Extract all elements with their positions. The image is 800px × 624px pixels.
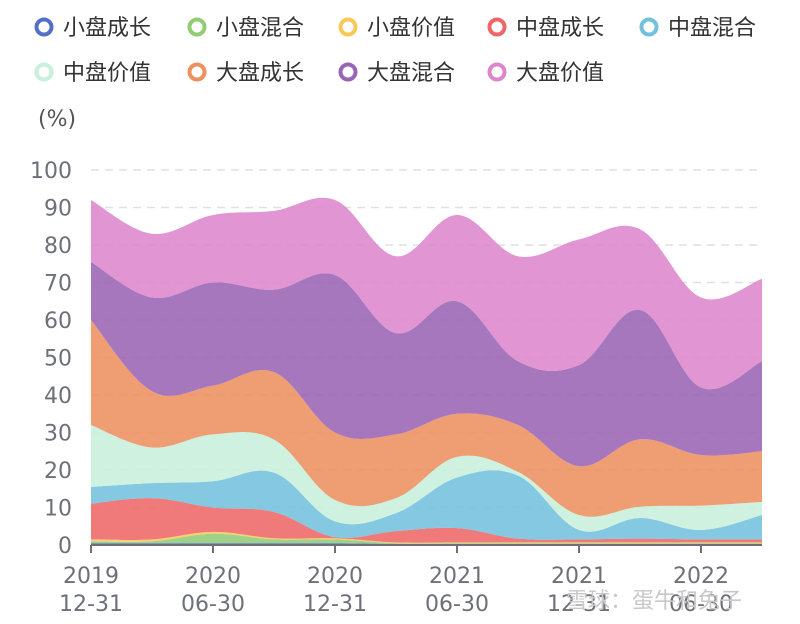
area-series-group (91, 197, 762, 545)
legend-label: 大盘成长 (216, 61, 304, 86)
x-tick-label: 2019 (63, 564, 119, 589)
y-tick-label: 80 (44, 234, 72, 259)
legend-item[interactable]: 中盘混合 (639, 16, 757, 41)
legend-label: 中盘混合 (668, 16, 756, 41)
y-tick-label: 90 (44, 197, 72, 222)
y-tick-label: 70 (44, 272, 72, 297)
legend-marker-icon (639, 17, 659, 37)
legend-marker-icon (187, 62, 207, 82)
legend-item[interactable]: 小盘混合 (187, 16, 305, 41)
legend-item[interactable]: 大盘价值 (487, 61, 605, 86)
y-tick-label: 20 (44, 459, 72, 484)
legend-marker-icon (338, 62, 358, 82)
area-series[interactable] (91, 261, 762, 467)
x-tick-label: 2020 (185, 564, 241, 589)
legend-marker-icon (187, 17, 207, 37)
x-tick-label: 2021 (429, 564, 485, 589)
legend-item[interactable]: 大盘混合 (338, 61, 456, 86)
y-axis-unit: (%) (38, 107, 76, 132)
x-tick-label: 12-31 (59, 592, 123, 617)
x-tick-label: 12-31 (303, 592, 367, 617)
y-tick-label: 10 (44, 497, 72, 522)
legend-label: 大盘混合 (367, 61, 455, 86)
y-tick-label: 30 (44, 422, 72, 447)
legend-item[interactable]: 大盘成长 (187, 61, 305, 86)
legend-marker-icon (487, 17, 507, 37)
area-series[interactable] (91, 197, 762, 390)
area-series[interactable] (91, 498, 762, 543)
y-tick-label: 60 (44, 309, 72, 334)
legend-label: 小盘价值 (367, 16, 455, 41)
x-tick-label: 06-30 (669, 592, 733, 617)
y-tick-label: 100 (30, 159, 72, 184)
y-tick-label: 40 (44, 384, 72, 409)
legend-marker-icon (338, 17, 358, 37)
area-series[interactable] (91, 320, 762, 517)
legend-marker-icon (487, 62, 507, 82)
legend-label: 小盘混合 (216, 16, 304, 41)
legend-item[interactable]: 中盘成长 (487, 16, 605, 41)
y-tick-label: 0 (58, 534, 72, 559)
legend-label: 大盘价值 (516, 61, 604, 86)
x-tick-label: 2020 (307, 564, 363, 589)
legend-label: 小盘成长 (63, 16, 151, 41)
x-tick-label: 06-30 (181, 592, 245, 617)
watermark-text: 雪球：蛋牛和兔子 (566, 589, 742, 614)
legend-marker-icon (34, 62, 54, 82)
y-tick-label: 50 (44, 347, 72, 372)
x-tick-label: 2022 (673, 564, 729, 589)
legend-item[interactable]: 中盘价值 (34, 61, 152, 86)
x-tick-label: 12-31 (547, 592, 611, 617)
legend-marker-icon (34, 17, 54, 37)
area-series[interactable] (91, 533, 762, 544)
legend-label: 中盘成长 (516, 16, 604, 41)
area-series[interactable] (91, 470, 762, 540)
legend-item[interactable]: 小盘成长 (34, 16, 152, 41)
area-series[interactable] (91, 425, 762, 532)
legend-label: 中盘价值 (63, 61, 151, 86)
x-tick-label: 06-30 (425, 592, 489, 617)
x-tick-label: 2021 (551, 564, 607, 589)
legend-item[interactable]: 小盘价值 (338, 16, 456, 41)
